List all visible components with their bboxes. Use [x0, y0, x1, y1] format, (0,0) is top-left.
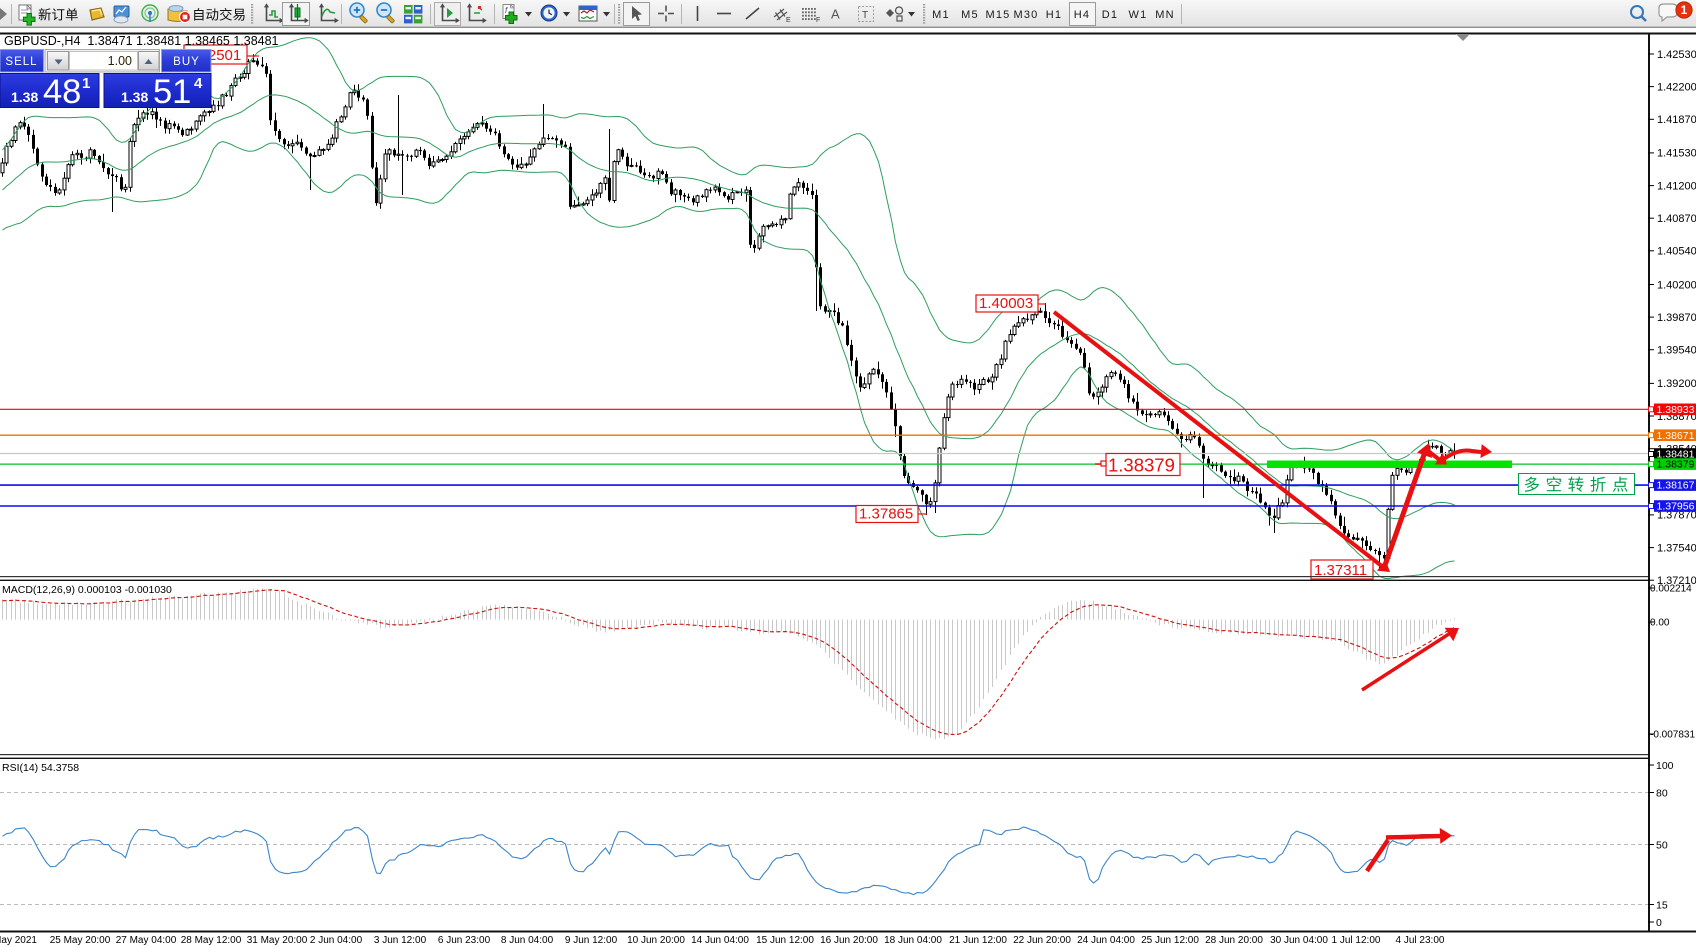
svg-text:D1: D1: [1102, 9, 1118, 21]
svg-text:BUY: BUY: [173, 56, 200, 68]
svg-text:T: T: [862, 10, 868, 21]
svg-text:1.38: 1.38: [121, 89, 148, 105]
svg-text:1.40870: 1.40870: [1657, 213, 1696, 225]
svg-text:RSI(14) 54.3758: RSI(14) 54.3758: [2, 762, 79, 774]
svg-text:8 Jun 04:00: 8 Jun 04:00: [501, 935, 554, 946]
svg-text:21 Jun 12:00: 21 Jun 12:00: [949, 935, 1007, 946]
svg-text:15: 15: [1656, 899, 1668, 911]
svg-text:1.41530: 1.41530: [1657, 148, 1696, 160]
svg-text:H4: H4: [1074, 9, 1090, 21]
svg-text:W1: W1: [1129, 9, 1148, 21]
svg-text:H1: H1: [1046, 9, 1062, 21]
svg-text:1.39200: 1.39200: [1657, 378, 1696, 390]
svg-text:1.42200: 1.42200: [1657, 81, 1696, 93]
svg-text:30 Jun 04:00: 30 Jun 04:00: [1270, 935, 1328, 946]
svg-text:MACD(12,26,9) 0.000103 -0.0010: MACD(12,26,9) 0.000103 -0.001030: [2, 584, 172, 596]
svg-text:50: 50: [1656, 839, 1668, 851]
svg-text:-0.007831: -0.007831: [1650, 730, 1695, 741]
svg-text:A: A: [831, 7, 840, 22]
svg-text:3 Jun 12:00: 3 Jun 12:00: [374, 935, 427, 946]
svg-text:100: 100: [1656, 760, 1674, 772]
svg-text:1.37956: 1.37956: [1657, 501, 1695, 513]
svg-text:0: 0: [1656, 917, 1662, 929]
svg-text:10 Jun 20:00: 10 Jun 20:00: [627, 935, 685, 946]
svg-text:1.00: 1.00: [108, 54, 132, 68]
svg-text:1.41200: 1.41200: [1657, 180, 1696, 192]
svg-text:M15: M15: [986, 9, 1011, 21]
svg-text:1: 1: [82, 75, 90, 92]
svg-text:1.37865: 1.37865: [859, 506, 913, 523]
svg-text:16 Jun 20:00: 16 Jun 20:00: [820, 935, 878, 946]
svg-text:May 2021: May 2021: [0, 935, 37, 946]
svg-text:14 Jun 04:00: 14 Jun 04:00: [691, 935, 749, 946]
svg-text:1: 1: [1681, 3, 1688, 17]
svg-text:2 Jun 04:00: 2 Jun 04:00: [310, 935, 363, 946]
svg-text:E: E: [786, 17, 791, 24]
svg-text:0.00: 0.00: [1650, 618, 1670, 629]
svg-text:80: 80: [1656, 787, 1668, 799]
svg-text:18 Jun 04:00: 18 Jun 04:00: [884, 935, 942, 946]
svg-text:1.38379: 1.38379: [1108, 455, 1175, 476]
svg-text:15 Jun 12:00: 15 Jun 12:00: [756, 935, 814, 946]
svg-text:28 Jun 20:00: 28 Jun 20:00: [1205, 935, 1263, 946]
svg-text:GBPUSD-,H4 1.38471 1.38481 1.: GBPUSD-,H4 1.38471 1.38481 1.38465 1.384…: [4, 34, 279, 48]
svg-text:1.42530: 1.42530: [1657, 49, 1696, 61]
svg-text:31 May 20:00: 31 May 20:00: [247, 935, 308, 946]
svg-text:1 Jul 12:00: 1 Jul 12:00: [1332, 935, 1381, 946]
svg-text:1.39870: 1.39870: [1657, 312, 1696, 324]
svg-text:1.41870: 1.41870: [1657, 114, 1696, 126]
svg-text:28 May 12:00: 28 May 12:00: [181, 935, 242, 946]
svg-text:1.38: 1.38: [11, 89, 38, 105]
svg-text:1.38167: 1.38167: [1657, 480, 1695, 492]
svg-text:f: f: [505, 6, 508, 15]
svg-text:1.37311: 1.37311: [1314, 562, 1367, 579]
svg-text:1.37210: 1.37210: [1657, 575, 1696, 587]
svg-text:F: F: [816, 17, 820, 24]
svg-text:48: 48: [43, 73, 81, 111]
svg-text:1.39540: 1.39540: [1657, 345, 1696, 357]
svg-text:1.38481: 1.38481: [1657, 449, 1695, 461]
svg-text:4: 4: [194, 75, 203, 92]
svg-text:9 Jun 12:00: 9 Jun 12:00: [565, 935, 618, 946]
svg-text:1.37870: 1.37870: [1657, 510, 1696, 522]
svg-text:1.38933: 1.38933: [1657, 404, 1695, 416]
svg-text:SELL: SELL: [5, 56, 37, 68]
svg-text:1.40200: 1.40200: [1657, 279, 1696, 291]
svg-text:0.002214: 0.002214: [1650, 584, 1692, 595]
svg-text:1.38379: 1.38379: [1657, 459, 1695, 471]
svg-text:M30: M30: [1014, 9, 1039, 21]
svg-text:25 May 20:00: 25 May 20:00: [50, 935, 111, 946]
svg-text:6 Jun 23:00: 6 Jun 23:00: [438, 935, 491, 946]
svg-text:25 Jun 12:00: 25 Jun 12:00: [1141, 935, 1199, 946]
svg-text:24 Jun 04:00: 24 Jun 04:00: [1077, 935, 1135, 946]
svg-text:MN: MN: [1155, 9, 1175, 21]
svg-text:1.37540: 1.37540: [1657, 542, 1696, 554]
svg-text:1.38671: 1.38671: [1657, 430, 1695, 442]
svg-text:M1: M1: [932, 9, 950, 21]
svg-text:M5: M5: [961, 9, 979, 21]
svg-text:1.40003: 1.40003: [979, 295, 1033, 312]
svg-text:22 Jun 20:00: 22 Jun 20:00: [1013, 935, 1071, 946]
svg-text:51: 51: [153, 73, 191, 111]
svg-text:1.40540: 1.40540: [1657, 246, 1696, 258]
svg-text:27 May 04:00: 27 May 04:00: [116, 935, 177, 946]
svg-text:4 Jul 23:00: 4 Jul 23:00: [1396, 935, 1445, 946]
